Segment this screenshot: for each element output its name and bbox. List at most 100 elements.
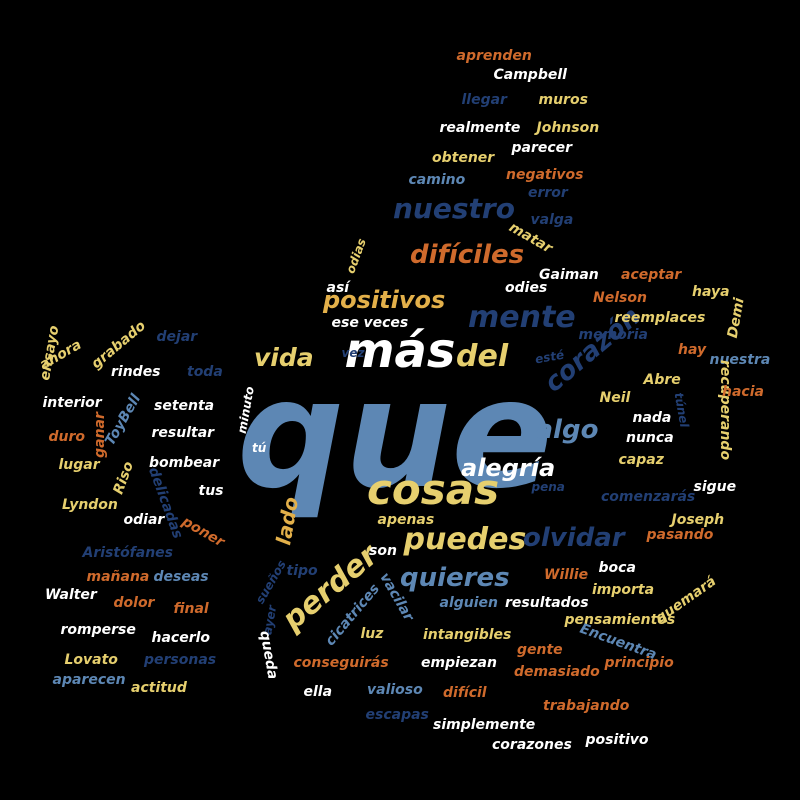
- word-cloud-word: dolor: [113, 595, 155, 611]
- word-cloud-word: Neil: [599, 390, 631, 406]
- word-cloud-word: Joseph: [671, 512, 725, 528]
- word-cloud-word: difícil: [443, 685, 487, 701]
- word-cloud-word: rindes: [111, 364, 161, 380]
- word-cloud-word: odias: [343, 236, 369, 276]
- word-cloud-word: tus: [198, 483, 224, 499]
- word-cloud-word: aprenden: [456, 48, 532, 64]
- word-cloud-word: Nelson: [593, 290, 647, 306]
- word-cloud-word: ella: [303, 684, 333, 700]
- word-cloud-word: romperse: [60, 622, 136, 638]
- word-cloud-word: corazones: [492, 737, 572, 753]
- word-cloud-word: ganar: [91, 412, 108, 458]
- word-cloud-word: duro: [48, 429, 86, 445]
- word-cloud-word: más: [344, 323, 456, 379]
- word-cloud-word: sigue: [693, 479, 737, 495]
- word-cloud-word: ese: [331, 315, 359, 331]
- word-cloud-word: vida: [254, 342, 314, 372]
- word-cloud-word: que: [237, 348, 553, 522]
- word-cloud-word: negativos: [506, 167, 584, 183]
- word-cloud-word: tipo: [286, 563, 318, 579]
- word-cloud-word: parecer: [511, 140, 573, 156]
- word-cloud-word: Lovato: [64, 652, 118, 668]
- word-cloud-word: lugar: [58, 457, 100, 473]
- word-cloud-word: son: [369, 543, 397, 559]
- word-cloud-word: error: [528, 185, 568, 201]
- word-cloud-word: obtener: [432, 150, 495, 166]
- word-cloud-word: recuperando: [717, 359, 734, 461]
- word-cloud-word: hacia: [722, 384, 764, 400]
- word-cloud-word: túnel: [671, 391, 691, 429]
- word-cloud-word: reemplaces: [614, 310, 706, 326]
- word-cloud-word: actitud: [131, 680, 187, 696]
- word-cloud-word: Aristófanes: [82, 545, 174, 561]
- word-cloud-word: Lyndon: [62, 497, 118, 513]
- word-cloud-word: así: [326, 280, 350, 296]
- word-cloud-word: comenzarás: [601, 489, 696, 505]
- word-cloud-word: pensamientos: [564, 612, 676, 628]
- word-cloud-word: Riso: [110, 459, 138, 497]
- word-cloud-word: toda: [187, 364, 223, 380]
- word-cloud-word: final: [173, 601, 209, 617]
- word-cloud-word: trabajando: [543, 698, 630, 714]
- word-cloud-word: nuestra: [709, 352, 771, 368]
- word-cloud-word: setenta: [154, 398, 215, 414]
- word-cloud-word: difíciles: [410, 240, 525, 270]
- word-cloud-word: apenas: [377, 512, 435, 528]
- word-cloud-word: delicadas: [144, 465, 186, 541]
- word-cloud-word: Willie: [544, 567, 589, 583]
- word-cloud-word: llegar: [461, 92, 507, 108]
- word-cloud-word: aceptar: [621, 267, 682, 283]
- word-cloud-word: simplemente: [433, 717, 536, 733]
- word-cloud-word: positivo: [585, 732, 649, 748]
- word-cloud-word: personas: [144, 652, 217, 668]
- word-cloud-word: Demi: [724, 296, 748, 340]
- word-cloud-word: puedes: [403, 522, 527, 557]
- word-cloud-word: intangibles: [423, 627, 512, 643]
- word-cloud-word: resultados: [505, 595, 589, 611]
- word-cloud-word: resultar: [151, 425, 215, 441]
- word-cloud-word: queda: [255, 629, 281, 681]
- word-cloud-word: valioso: [367, 682, 423, 698]
- word-cloud-word: empiezan: [421, 655, 497, 671]
- word-cloud-word: mañana: [86, 569, 150, 585]
- word-cloud-word: lado: [271, 495, 304, 547]
- word-cloud-word: alguien: [439, 595, 499, 611]
- word-cloud-word: tú: [252, 441, 267, 455]
- word-cloud-word: Gaiman: [539, 267, 599, 283]
- word-cloud-word: gente: [517, 642, 563, 658]
- word-cloud-word: interior: [42, 395, 102, 411]
- word-cloud-word: poner: [179, 513, 227, 551]
- word-cloud-word: aparecen: [52, 672, 126, 688]
- word-cloud-word: odiar: [123, 512, 165, 528]
- word-cloud-word: Johnson: [536, 120, 600, 136]
- word-cloud-word: Walter: [45, 587, 97, 603]
- word-cloud-word: principio: [604, 655, 674, 671]
- word-cloud-word: Campbell: [493, 67, 567, 83]
- word-cloud-word: ToyBell: [102, 391, 145, 449]
- word-cloud-word: memoria: [578, 327, 648, 343]
- word-cloud-word: alegría: [461, 454, 556, 482]
- word-cloud-word: sueños: [252, 557, 289, 607]
- word-cloud-word: conseguirás: [293, 655, 389, 671]
- word-cloud-word: nunca: [626, 430, 674, 446]
- word-cloud-word: olvidar: [523, 523, 625, 553]
- word-cloud-word: importa: [592, 582, 655, 598]
- word-cloud-word: pena: [531, 480, 565, 494]
- word-cloud-word: cosas: [367, 465, 500, 514]
- word-cloud-word: nuestro: [393, 192, 515, 225]
- word-cloud-word: realmente: [439, 120, 521, 136]
- word-cloud-word: bombear: [149, 455, 220, 471]
- word-cloud-word: pasando: [646, 527, 714, 543]
- word-cloud-word: luz: [360, 626, 384, 642]
- word-cloud-word: veces: [363, 315, 409, 331]
- word-cloud-word: camino: [408, 172, 466, 188]
- word-cloud-word: quieres: [400, 563, 510, 593]
- word-cloud-word: nada: [632, 410, 672, 426]
- word-cloud-word: haya: [692, 284, 730, 300]
- word-cloud-word: muros: [538, 92, 588, 108]
- word-cloud-word: dejar: [156, 329, 198, 345]
- word-cloud-word: odies: [505, 280, 548, 296]
- word-cloud-word: hay: [678, 342, 707, 358]
- word-cloud-word: deseas: [153, 569, 209, 585]
